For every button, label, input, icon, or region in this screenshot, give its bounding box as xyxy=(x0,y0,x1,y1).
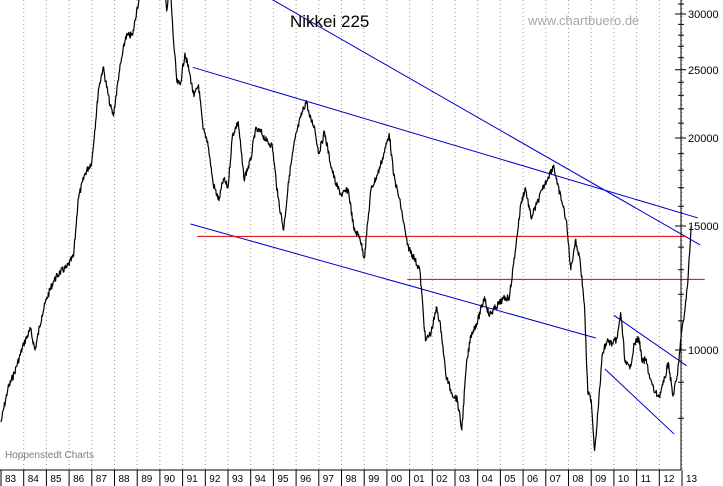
x-tick-label: 06 xyxy=(527,474,539,485)
x-tick-label: 84 xyxy=(28,474,40,485)
x-tick-label: 88 xyxy=(119,474,131,485)
x-tick-label: 94 xyxy=(255,474,267,485)
grid-lines xyxy=(23,0,683,470)
x-tick-label: 00 xyxy=(391,474,403,485)
y-tick-label: 25000 xyxy=(688,65,719,77)
x-tick-label: 08 xyxy=(573,474,585,485)
x-tick-label: 86 xyxy=(73,474,85,485)
trendline xyxy=(613,314,687,367)
x-tick-label: 92 xyxy=(209,474,221,485)
y-tick-label: 30000 xyxy=(688,9,719,21)
source-credit: Hoppenstedt Charts xyxy=(5,450,94,461)
x-tick-label: 11 xyxy=(641,474,652,485)
x-tick-label: 95 xyxy=(277,474,289,485)
x-tick-label: 07 xyxy=(550,474,562,485)
x-tick-label: 90 xyxy=(164,474,176,485)
x-tick-label: 96 xyxy=(300,474,312,485)
x-tick-label: 85 xyxy=(50,474,62,485)
x-tick-label: 98 xyxy=(346,474,358,485)
price-line xyxy=(0,0,692,452)
trendline xyxy=(192,66,699,219)
trendline xyxy=(604,368,675,435)
x-tick-label: 03 xyxy=(459,474,471,485)
x-tick-label: 13 xyxy=(686,474,698,485)
price-series xyxy=(0,0,692,452)
x-tick-label: 99 xyxy=(368,474,380,485)
chart-frame xyxy=(0,0,682,471)
x-tick-label: 89 xyxy=(141,474,153,485)
y-axis-ticks: 10000150002000025000300003500040000 xyxy=(675,3,719,419)
y-tick-label: 20000 xyxy=(688,133,719,145)
x-tick-label: 12 xyxy=(663,474,675,485)
x-tick-label: 87 xyxy=(96,474,108,485)
y-tick-label: 10000 xyxy=(688,345,719,357)
x-tick-label: 93 xyxy=(232,474,244,485)
x-tick-label: 10 xyxy=(618,474,630,485)
trendline xyxy=(190,223,596,339)
x-axis-ticks: 83 84 85 86 87 88 89 90 91 92 93 94 95 96 97 98 99 00 01 02… xyxy=(0,470,698,486)
x-tick-label: 97 xyxy=(323,474,335,485)
chart-title: Nikkei 225 xyxy=(290,12,369,31)
x-tick-label: 09 xyxy=(595,474,607,485)
x-tick-label: 91 xyxy=(187,474,199,485)
x-tick-label: 01 xyxy=(414,474,426,485)
y-tick-label: 15000 xyxy=(688,221,719,233)
watermark-text: www.chartbuero.de xyxy=(527,13,639,28)
x-tick-label: 05 xyxy=(504,474,516,485)
trendlines xyxy=(190,0,705,435)
trendline xyxy=(271,0,701,246)
x-tick-label: 02 xyxy=(436,474,448,485)
x-tick-label: 83 xyxy=(5,474,17,485)
x-tick-label: 04 xyxy=(482,474,494,485)
